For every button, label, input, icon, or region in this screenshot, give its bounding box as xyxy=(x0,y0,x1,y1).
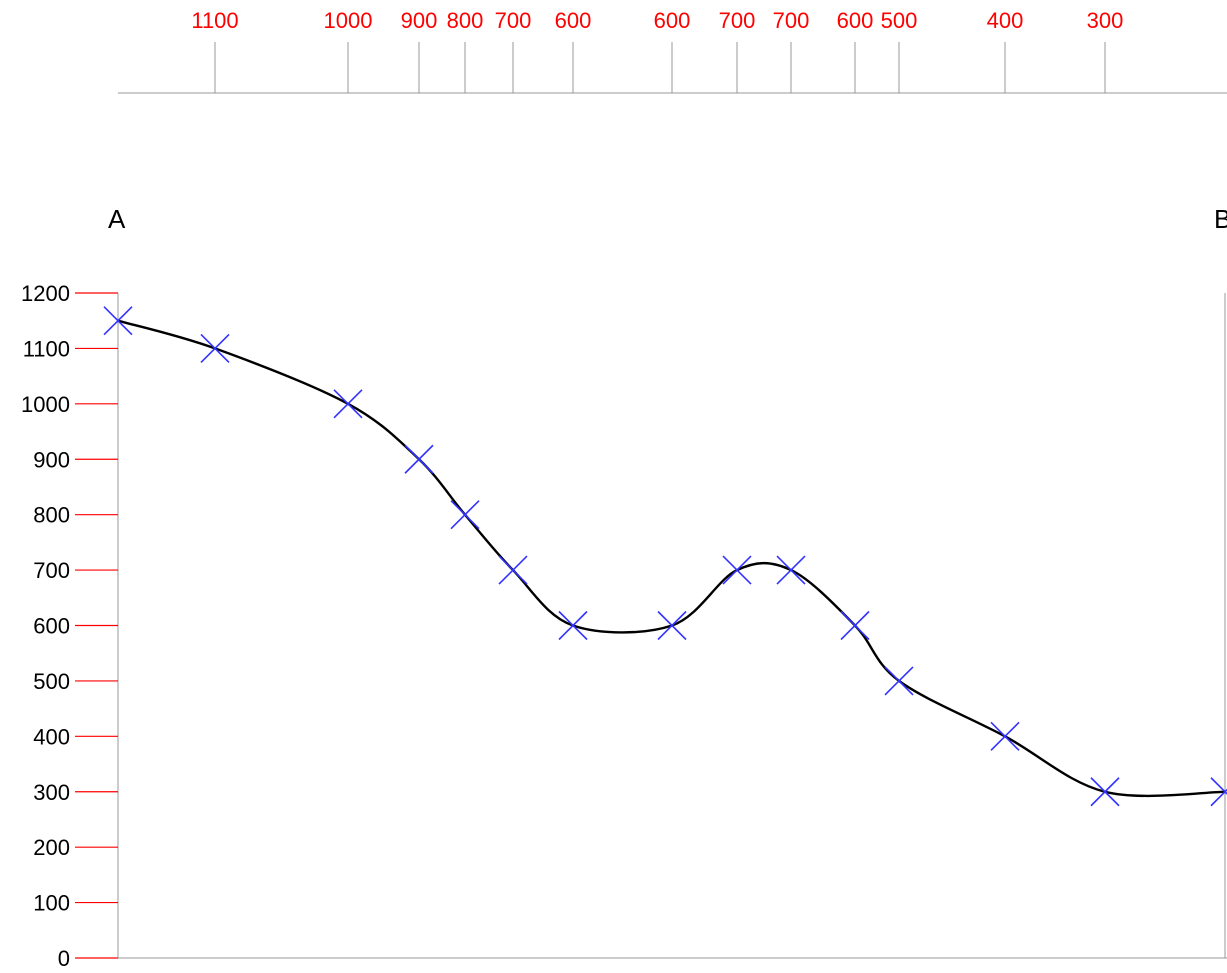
contour-tick-label: 800 xyxy=(447,8,484,33)
contour-tick-label: 900 xyxy=(401,8,438,33)
end-label-b: B xyxy=(1214,204,1227,234)
contour-tick-label: 600 xyxy=(837,8,874,33)
contour-tick-label: 500 xyxy=(881,8,918,33)
marker-stroke xyxy=(1090,777,1120,807)
marker-stroke xyxy=(1210,788,1227,807)
y-tick-label: 500 xyxy=(33,669,70,694)
marker-stroke xyxy=(558,610,588,641)
contour-tick-label: 600 xyxy=(654,8,691,33)
profile-point-marker xyxy=(404,444,434,474)
marker-stroke xyxy=(498,555,528,585)
profile-point-marker xyxy=(558,610,588,641)
marker-stroke xyxy=(776,555,806,585)
y-tick-label: 800 xyxy=(33,503,70,528)
contour-tick-label: 300 xyxy=(1087,8,1124,33)
profile-point-marker xyxy=(103,306,133,336)
contour-tick-label: 700 xyxy=(495,8,532,33)
profile-point-marker xyxy=(200,333,230,363)
contour-tick-label: 600 xyxy=(555,8,592,33)
marker-stroke xyxy=(200,333,230,363)
marker-stroke xyxy=(657,610,687,641)
profile-curve-layer xyxy=(117,319,1226,798)
y-tick-label: 600 xyxy=(33,614,70,639)
profile-point-marker xyxy=(498,555,528,585)
contour-tick-label: 1000 xyxy=(324,8,373,33)
marker-stroke xyxy=(990,721,1020,751)
profile-point-marker xyxy=(776,555,806,585)
contour-tick-label: 700 xyxy=(773,8,810,33)
marker-stroke xyxy=(450,500,480,530)
contour-tick-label: 400 xyxy=(987,8,1024,33)
marker-stroke xyxy=(103,306,133,336)
profile-point-marker xyxy=(450,500,480,530)
profile-markers xyxy=(103,306,1227,807)
marker-stroke xyxy=(840,610,870,641)
marker-stroke xyxy=(404,444,434,474)
y-tick-label: 1100 xyxy=(23,336,70,361)
y-tick-label: 1000 xyxy=(21,392,70,417)
profile-point-marker xyxy=(1090,777,1120,807)
contour-tick-label: 700 xyxy=(719,8,756,33)
y-tick-label: 300 xyxy=(33,780,70,805)
profile-point-marker xyxy=(657,610,687,641)
marker-stroke xyxy=(333,389,363,419)
y-tick-label: 1200 xyxy=(21,281,70,306)
contour-tick-label: 1100 xyxy=(191,8,238,33)
profile-point-marker xyxy=(333,389,363,419)
marker-stroke xyxy=(722,555,752,585)
y-axis-ticks: 0 100 200 300 400 500 600 700 800 900 1000 1100 1200 xyxy=(21,281,118,971)
profile-point-marker xyxy=(884,666,914,696)
profile-point-marker xyxy=(840,610,870,641)
profile-curve xyxy=(117,319,1226,798)
y-tick-label: 0 xyxy=(58,946,70,968)
end-labels: A B xyxy=(108,204,1227,234)
y-tick-label: 400 xyxy=(33,724,70,749)
start-label-a: A xyxy=(108,204,126,234)
y-tick-label: 700 xyxy=(33,558,70,583)
profile-point-marker xyxy=(990,721,1020,751)
contour-ticks: 1100 1000 900 800 700 600 600 700 700 600 500 400 30… xyxy=(191,8,1123,93)
y-tick-label: 100 xyxy=(33,891,70,916)
y-tick-label: 200 xyxy=(33,835,70,860)
marker-stroke xyxy=(884,666,914,696)
y-tick-label: 900 xyxy=(33,447,70,472)
profile-point-marker xyxy=(1210,777,1227,807)
profile-point-marker xyxy=(722,555,752,585)
